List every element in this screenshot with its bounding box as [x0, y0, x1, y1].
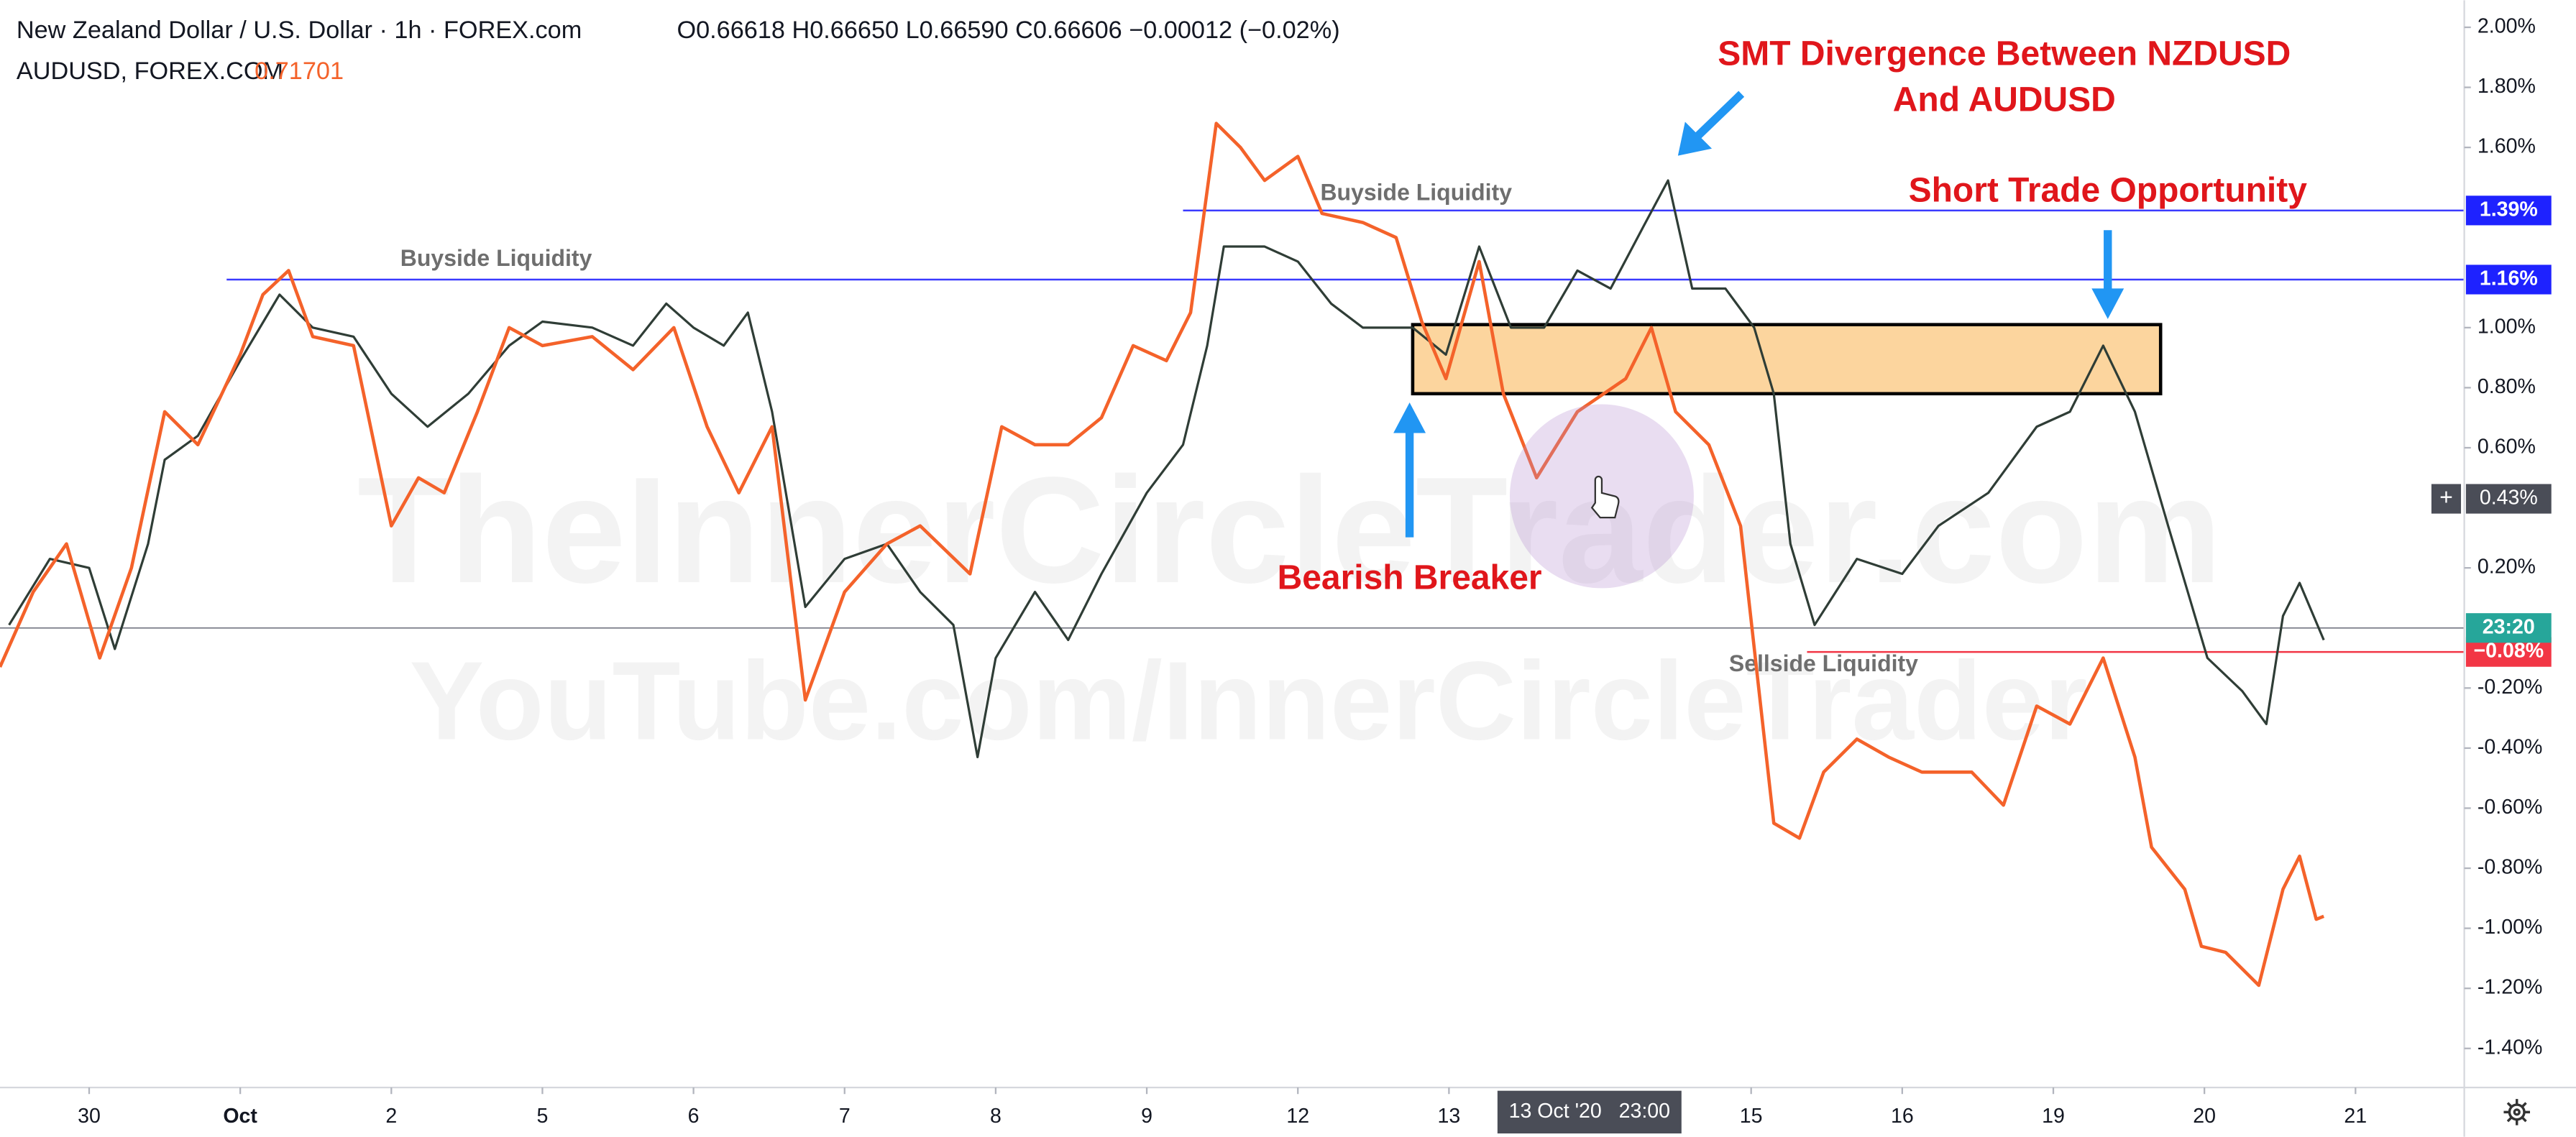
level-label: Buyside Liquidity: [400, 245, 592, 271]
plot-area: Buyside Liquidity Buyside Liquidity Sellsi…: [0, 121, 2465, 988]
y-tick-label: -0.60%: [2478, 796, 2542, 819]
x-tick-label: 9: [1141, 1105, 1152, 1128]
compare-symbol: AUDUSD, FOREX.COM: [17, 57, 283, 85]
ohlc-low: L0.66590: [906, 17, 1009, 44]
countdown-tag-bg: [2465, 613, 2552, 643]
arrow-head: [1393, 402, 1426, 433]
series-line: [0, 121, 2325, 988]
level-tag-bg: [2465, 264, 2552, 295]
annotation: SMT Divergence Between NZDUSD: [1718, 35, 2291, 73]
ohlc-close: C0.66606: [1015, 17, 1122, 44]
level-tag-bg: [2465, 195, 2552, 226]
x-tick-label: Oct: [223, 1105, 257, 1128]
crosshair-x-label: 13 Oct '20 23:00: [1509, 1100, 1670, 1123]
arrow-head: [1677, 121, 1713, 156]
level-tag: −0.08%: [2473, 640, 2544, 663]
arrow: [1692, 91, 1745, 142]
y-tick-label: 0.60%: [2478, 436, 2536, 459]
x-tick-label: 30: [78, 1105, 101, 1128]
x-tick-label: 5: [537, 1105, 549, 1128]
compare-last: 0.71701: [255, 57, 344, 85]
y-tick-label: 0.80%: [2478, 375, 2536, 398]
level-tag: 1.39%: [2480, 198, 2538, 221]
arrow-head: [2091, 288, 2124, 319]
ohlc: O0.66618 H0.66650 L0.66590 C0.66606 −0.0…: [677, 17, 1339, 44]
annotation: And AUDUSD: [1893, 81, 2116, 119]
y-tick-label: -0.80%: [2478, 856, 2542, 879]
ohlc-change: −0.00012 (−0.02%): [1129, 17, 1339, 44]
annotation: Short Trade Opportunity: [1909, 171, 2308, 209]
y-tick-label: -1.20%: [2478, 976, 2542, 999]
watermark: YouTube.com/InnerCircleTrader: [410, 638, 2088, 763]
x-tick-label: 20: [2193, 1105, 2216, 1128]
y-tick-label: 0.20%: [2478, 556, 2536, 579]
y-tick-label: 1.80%: [2478, 75, 2536, 98]
level-label: Buyside Liquidity: [1320, 179, 1512, 205]
crosshair-y-label: 0.43%: [2480, 487, 2538, 510]
y-tick-label: -1.00%: [2478, 916, 2542, 939]
y-tick-label: -1.40%: [2478, 1036, 2542, 1059]
settings-icon[interactable]: [2503, 1099, 2531, 1126]
crosshair-x-bg: [1497, 1090, 1682, 1134]
x-tick-label: 16: [1891, 1105, 1914, 1128]
x-tick-label: 15: [1740, 1105, 1763, 1128]
level-label: Sellside Liquidity: [1729, 650, 1918, 676]
watermark: TheInnerCircleTrader.com: [357, 446, 2222, 614]
ohlc-high: H0.66650: [792, 17, 899, 44]
series-line: [8, 179, 2325, 759]
x-tick-label: 2: [385, 1105, 397, 1128]
x-tick-label: 21: [2344, 1105, 2367, 1128]
x-tick-label: 12: [1286, 1105, 1309, 1128]
x-tick-label: 6: [688, 1105, 700, 1128]
countdown-tag: 23:20: [2483, 615, 2535, 638]
level-tag: 1.16%: [2480, 267, 2538, 290]
y-tick-label: 1.60%: [2478, 135, 2536, 158]
x-tick-label: 19: [2042, 1105, 2065, 1128]
order-block-zone: [1411, 323, 2163, 396]
x-tick-label: 7: [839, 1105, 851, 1128]
y-tick-label: -0.40%: [2478, 735, 2542, 758]
x-tick-label: 13: [1437, 1105, 1460, 1128]
crosshair-y-bg: [2465, 484, 2552, 514]
watermarks: TheInnerCircleTrader.com YouTube.com/Inn…: [357, 446, 2222, 763]
y-tick-label: 1.00%: [2478, 315, 2536, 338]
crosshair-plus: [2431, 484, 2462, 514]
cursor: [1590, 475, 1620, 519]
arrows: [1393, 91, 2124, 538]
crosshair-plus-sign: +: [2439, 484, 2453, 510]
x-tick-label: 8: [990, 1105, 1001, 1128]
y-tick-label: 2.00%: [2478, 15, 2536, 38]
annotation: Bearish Breaker: [1278, 559, 1542, 597]
y-tick-label: -0.20%: [2478, 676, 2542, 699]
ohlc-open: O0.66618: [677, 17, 785, 44]
symbol-title: New Zealand Dollar / U.S. Dollar · 1h · …: [17, 17, 582, 44]
